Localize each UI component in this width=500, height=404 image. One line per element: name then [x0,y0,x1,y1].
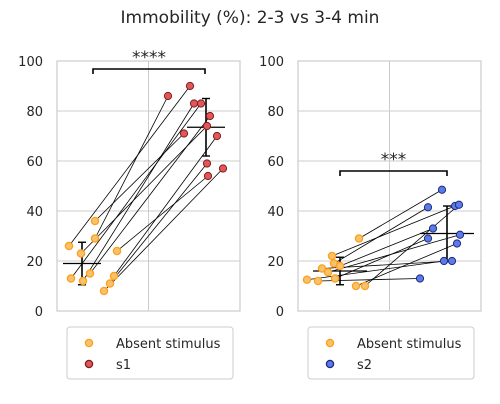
y-tick-label: 80 [267,105,284,120]
s2-point [423,203,433,212]
s1-point [163,91,173,101]
s1-point [203,171,213,181]
pair-line [68,85,191,247]
pair-line [109,163,208,284]
pair-line [339,228,434,267]
pair-line [113,135,218,277]
s2-point [439,256,449,266]
absent-stimulus-point [327,251,337,261]
figure-title: Immobility (%): 2-3 vs 3-4 min [121,8,380,28]
pair-line [333,206,429,264]
s2-point [437,185,447,194]
s1-point [205,111,215,121]
absent-stimulus-point [105,279,115,288]
legend-box [307,326,475,380]
y-tick-label: 40 [26,205,43,220]
absent-stimulus-point [360,281,370,291]
absent-stimulus-point [313,276,323,286]
legend-marker [84,338,94,348]
chart-panel-1: 0 20 40 60 80 100 **** Absent stimulus s1 [18,48,241,380]
legend-label: Absent stimulus [116,337,221,352]
pair-line [334,238,429,279]
s2-point [447,256,457,266]
y-tick-label: 0 [35,305,43,320]
y-tick-label: 100 [18,55,43,70]
absent-stimulus-point [99,286,109,296]
absent-stimulus-point [85,269,95,278]
pair-line [94,95,169,239]
y-tick-label: 40 [267,205,284,220]
y-tick-label: 80 [26,105,43,120]
y-tick-label: 60 [26,155,43,170]
plot-frame [56,60,241,312]
s1-point [196,99,206,108]
absent-stimulus-point [302,275,312,284]
y-tick-label: 20 [267,255,284,270]
legend-box [66,326,234,380]
absent-stimulus-point [66,274,76,283]
absent-stimulus-point [335,261,345,271]
pair-line [89,115,211,274]
s1-point [179,129,189,138]
s2-point [428,224,438,233]
legend: Absent stimulus s1 [66,326,234,380]
significance-stars: **** [132,48,166,68]
plot-frame [297,60,482,312]
absent-stimulus-point [90,216,100,226]
absent-stimulus-point [90,234,100,243]
y-tick-label: 60 [267,155,284,170]
absent-stimulus-point [354,234,364,243]
s2-point [455,230,465,239]
absent-stimulus-point [64,241,74,251]
pair-line [331,205,456,257]
absent-stimulus-point [112,246,122,256]
absent-stimulus-point [78,276,88,286]
legend-label: s2 [357,358,372,373]
s1-point [218,164,228,173]
significance-stars: *** [381,150,407,170]
absent-stimulus-point [76,249,86,258]
s1-point [189,99,199,108]
legend-label: Absent stimulus [357,337,462,352]
legend-marker [325,359,335,369]
absent-stimulus-point [317,264,327,273]
s1-point [202,159,212,168]
absent-stimulus-point [351,281,361,291]
s2-point [423,234,433,243]
absent-stimulus-point [330,274,340,283]
pair-line [358,189,443,239]
pair-line [103,168,224,292]
significance-bracket [339,170,448,176]
legend-marker [84,359,94,369]
absent-stimulus-point [323,267,333,277]
s1-point [202,121,212,131]
s2-point [454,200,464,209]
legend-label: s1 [116,358,131,373]
y-tick-label: 0 [276,305,284,320]
pair-line [70,103,202,279]
s2-point [415,274,425,283]
s2-point [452,239,462,248]
legend: Absent stimulus s2 [307,326,475,380]
pair-line [116,175,209,252]
pair-line [94,133,185,222]
legend-marker [325,338,335,348]
pair-line [306,260,445,281]
y-tick-label: 100 [259,55,284,70]
absent-stimulus-point [109,271,119,281]
pair-line [364,204,460,287]
s1-point [212,131,222,141]
s1-point [185,81,195,91]
y-tick-label: 20 [26,255,43,270]
pair-line [82,103,195,282]
significance-bracket [92,68,206,74]
chart-panel-2: 0 20 40 60 80 100 *** Absent stimulus s2 [259,55,482,380]
